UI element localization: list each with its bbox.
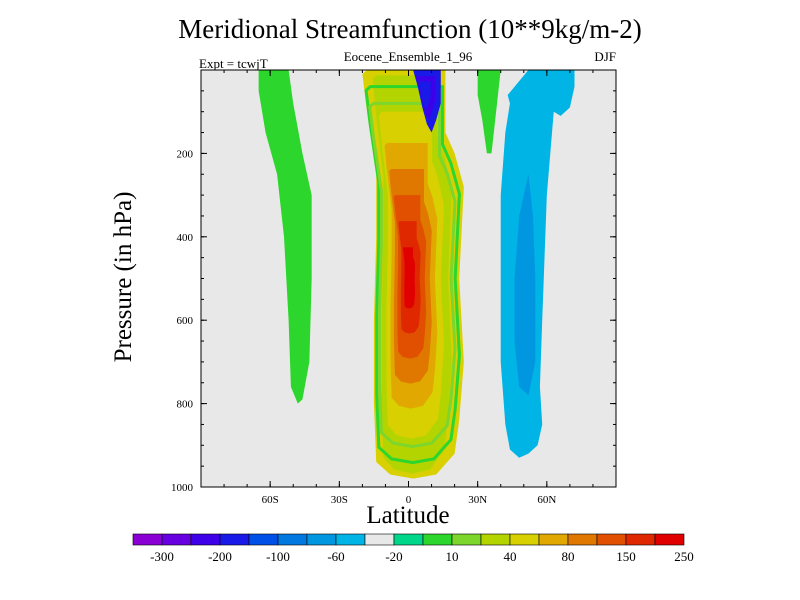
colorbar-swatch [161,533,192,546]
contour-southern-subtropical-positive-band [258,70,312,404]
contour-southern-midlat-negative-band [337,195,351,387]
colorbar-label: 250 [674,549,694,564]
x-tick-label: 60N [537,494,556,506]
experiment-label: Expt = tcwjT [199,56,268,71]
contour-northern-ferrel-core [514,174,536,396]
colorbar-swatch [509,533,540,546]
colorbar-swatch [480,533,511,546]
colorbar-label: -200 [208,549,232,564]
colorbar-swatch [277,533,308,546]
y-tick-label: 800 [177,399,194,411]
colorbar-label: -60 [327,549,344,564]
colorbar-swatch [654,533,685,546]
colorbar-swatch [625,533,656,546]
colorbar-swatch [393,533,424,546]
colorbar-label: -300 [150,549,174,564]
x-axis-label: Latitude [366,502,450,529]
colorbar-swatch [190,533,221,546]
colorbar-label: -100 [266,549,290,564]
chart-title: Meridional Streamfunction (10**9kg/m-2) [178,14,642,44]
colorbar-label: 80 [562,549,575,564]
y-tick-label: 1000 [171,482,194,494]
colorbar-swatch [422,533,453,546]
y-tick-label: 600 [177,315,194,327]
contour-north-polar-positive-band [477,70,501,154]
colorbar-swatch [335,533,366,546]
x-tick-label: 60S [262,494,279,506]
colorbar-swatch [306,533,337,546]
contour-hadley-level-18 [402,247,416,309]
colorbar-label: 150 [616,549,636,564]
contour-southern-ferrel-negative [304,70,331,171]
colorbar-swatch [451,533,482,546]
colorbar-swatch [596,533,627,546]
colorbar-swatch [219,533,250,546]
colorbar-swatch [538,533,569,546]
colorbar-swatch [567,533,598,546]
colorbar-swatch [364,533,395,546]
colorbar-label: 10 [446,549,459,564]
chart-subtitle: Eocene_Ensemble_1_96 [343,49,473,64]
colorbar-label: 40 [504,549,517,564]
x-tick-label: 30S [331,494,348,506]
season-label: DJF [594,49,616,64]
x-tick-label: 0 [406,494,412,506]
y-tick-label: 400 [177,232,194,244]
colorbar-swatch [248,533,279,546]
colorbar-label: -20 [385,549,402,564]
contour-upper-core-5 [418,81,431,110]
y-tick-label: 200 [177,148,194,160]
x-tick-label: 30N [468,494,487,506]
colorbar-swatch [132,533,163,546]
